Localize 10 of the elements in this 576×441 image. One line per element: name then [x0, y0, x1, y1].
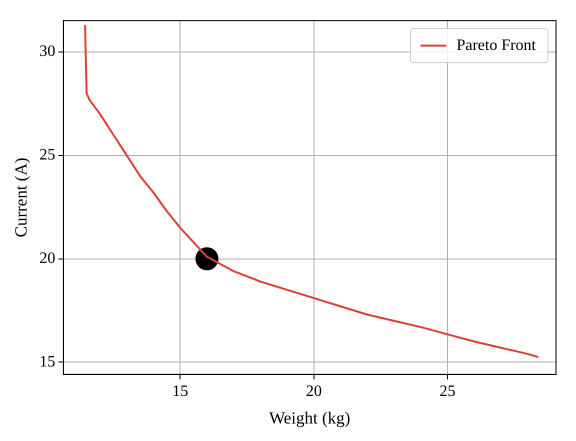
- x-tick-label: 15: [172, 383, 188, 400]
- x-tick-label: 20: [306, 383, 322, 400]
- y-tick-label: 20: [39, 250, 56, 268]
- y-axis-title: Current (A): [12, 158, 31, 238]
- y-tick-label: 30: [39, 43, 56, 60]
- x-tick-label: 25: [439, 383, 456, 400]
- y-tick-label: 15: [39, 353, 56, 370]
- y-tick-label: 25: [39, 146, 56, 164]
- legend-label: Pareto Front: [456, 36, 537, 54]
- x-axis-title: Weight (kg): [269, 408, 350, 428]
